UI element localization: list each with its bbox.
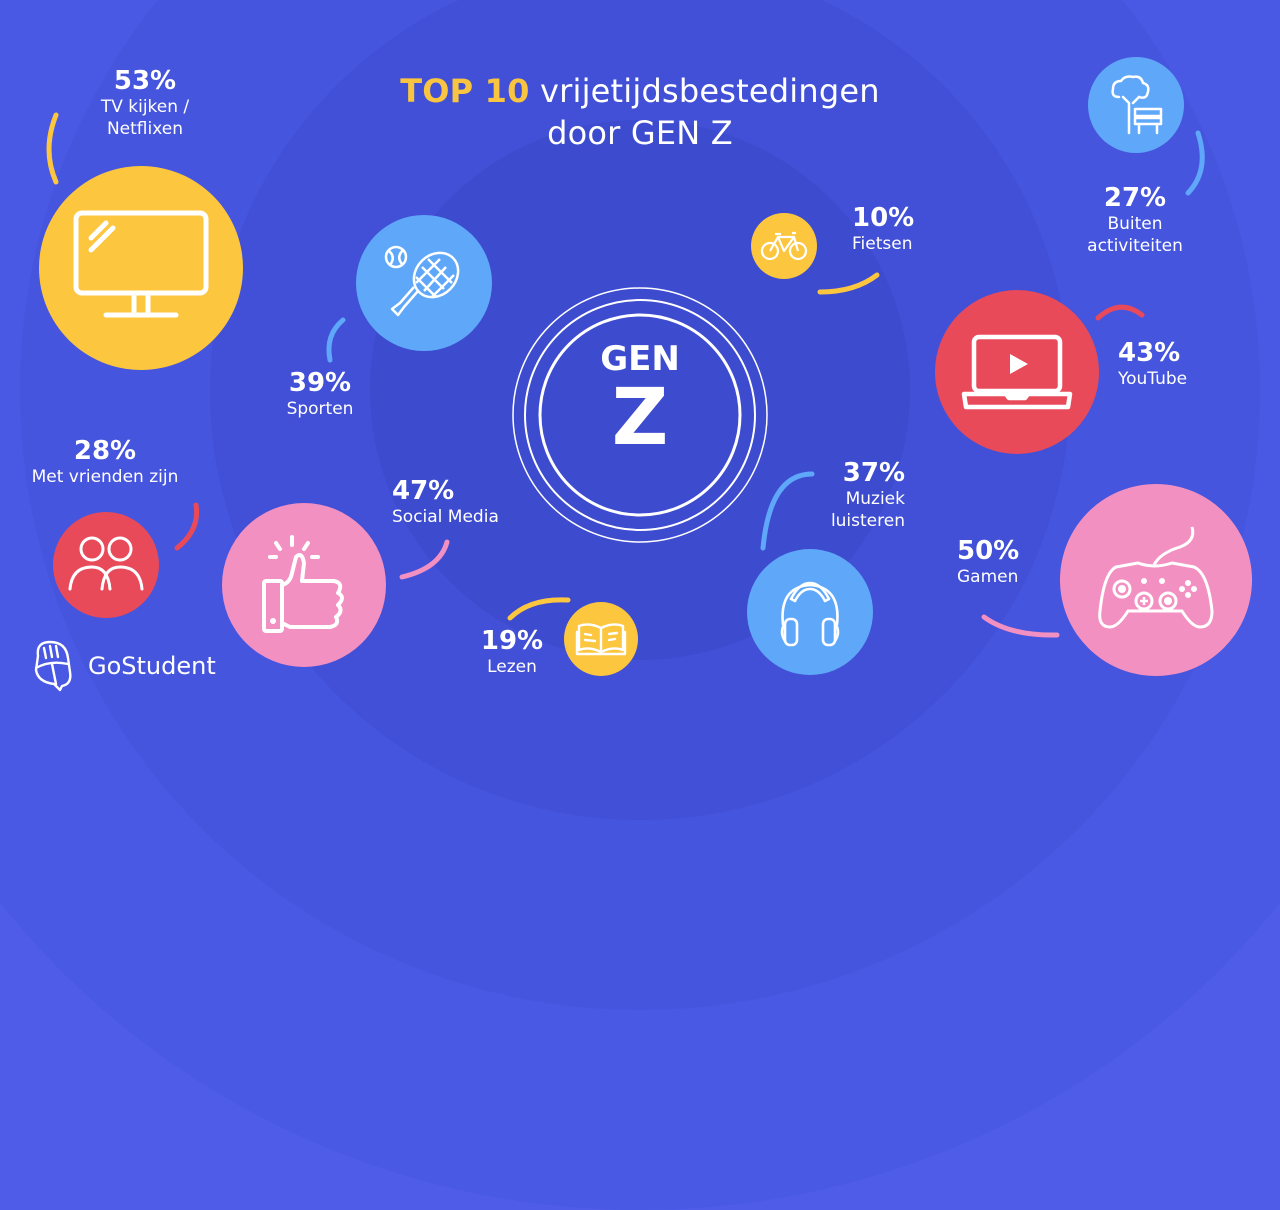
stat-label: TV kijken / <box>100 97 190 117</box>
stat-pct: 10% <box>852 203 915 233</box>
stat-tv: 53% TV kijken / Netflixen <box>60 66 230 140</box>
title-accent: TOP 10 <box>400 72 530 110</box>
connector-arcs <box>46 112 1205 638</box>
brand-name: GoStudent <box>88 652 216 680</box>
gostudent-logo-icon <box>34 640 72 692</box>
friends-circle <box>53 512 159 618</box>
stat-label: Met vrienden zijn <box>31 467 179 487</box>
gaming-circle <box>1060 484 1252 676</box>
tennis-racket-icon <box>384 245 460 317</box>
reading-circle <box>564 602 638 676</box>
stat-pct: 43% <box>1118 338 1181 368</box>
stat-friends: 28% Met vrienden zijn <box>10 436 200 488</box>
gen-z-badge <box>512 287 768 543</box>
stat-pct: 37% <box>842 458 905 488</box>
stat-gaming: 50% Gamen <box>957 536 1019 588</box>
stat-sports: 39% Sporten <box>270 368 370 420</box>
stat-pct: 47% <box>392 476 455 506</box>
tv-icon <box>73 210 209 318</box>
stat-pct: 28% <box>73 436 137 466</box>
stat-social-media: 47% Social Media <box>392 476 499 528</box>
stat-label: luisteren <box>830 511 905 531</box>
game-controller-icon <box>1098 526 1214 629</box>
stat-label: YouTube <box>1118 369 1188 389</box>
stat-pct: 50% <box>957 536 1020 566</box>
stat-label: Fietsen <box>852 234 913 254</box>
tv-circle <box>39 166 243 370</box>
stat-label: Lezen <box>487 657 537 677</box>
stat-music: 37% Muziek luisteren <box>800 458 905 532</box>
outdoors-circle <box>1088 57 1184 153</box>
gen-z-label: GEN Z <box>510 340 770 458</box>
bicycle-icon <box>760 231 808 261</box>
stat-reading: 19% Lezen <box>470 626 554 678</box>
thumbs-up-icon <box>262 535 344 633</box>
stat-outdoors: 27% Buiten activiteiten <box>1080 183 1190 257</box>
gen-z-line2: Z <box>611 373 669 463</box>
title-line1: vrijetijdsbestedingen <box>539 72 880 110</box>
stat-label: Social Media <box>392 507 499 527</box>
stat-youtube: 43% YouTube <box>1118 338 1187 390</box>
stat-pct: 39% <box>288 368 352 398</box>
music-circle <box>747 549 873 675</box>
open-book-icon <box>575 623 627 656</box>
stat-cycling: 10% Fietsen <box>852 203 914 255</box>
page-title: TOP 10 vrijetijdsbestedingen door GEN Z <box>0 70 1280 154</box>
headphones-icon <box>780 581 840 647</box>
social-media-circle <box>222 503 386 667</box>
gen-z-line1: GEN <box>600 339 680 379</box>
youtube-circle <box>935 290 1099 454</box>
stat-pct: 19% <box>480 626 544 656</box>
gostudent-logo: GoStudent <box>30 640 216 692</box>
laptop-play-icon <box>961 334 1073 410</box>
stat-label: Sporten <box>286 399 354 419</box>
stat-label: activiteiten <box>1087 236 1183 256</box>
stat-label: Muziek <box>845 489 905 509</box>
stat-label: Gamen <box>957 567 1019 587</box>
sports-circle <box>356 215 492 351</box>
stat-label: Buiten <box>1107 214 1163 234</box>
friends-icon <box>68 536 144 591</box>
stat-pct: 27% <box>1103 183 1167 213</box>
cycling-circle <box>751 213 817 279</box>
stat-label: Netflixen <box>106 119 184 139</box>
title-line2: door GEN Z <box>547 114 733 152</box>
tree-bench-icon <box>1111 75 1163 135</box>
stat-pct: 53% <box>113 66 177 96</box>
